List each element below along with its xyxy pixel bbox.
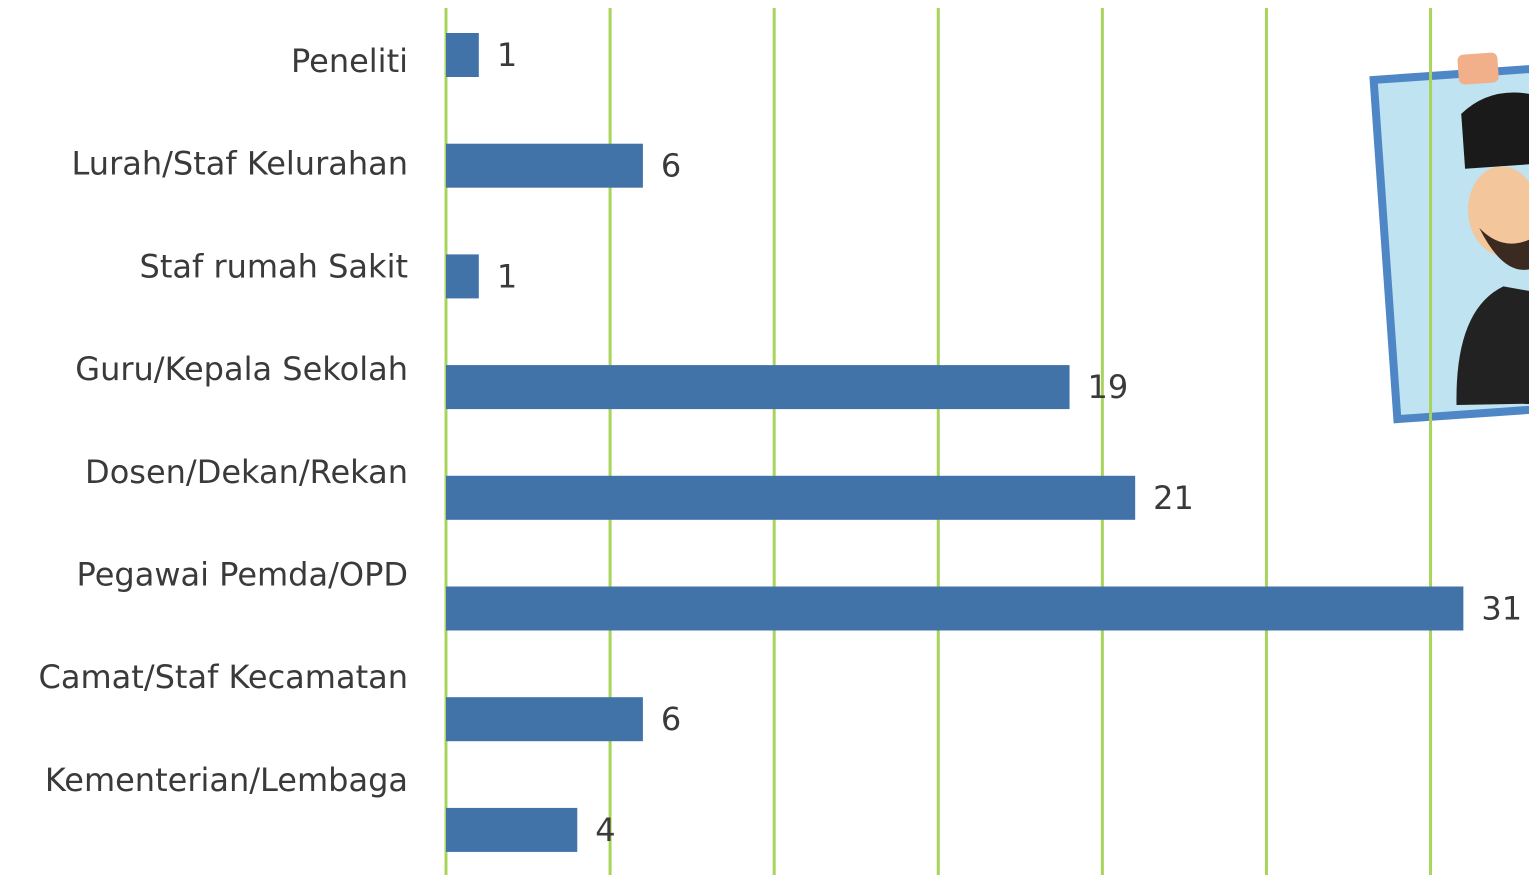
y-tick-label: Dosen/Dekan/Rekan (85, 453, 408, 491)
value-label: 6 (661, 700, 681, 738)
bar (446, 365, 1070, 410)
bar (446, 697, 643, 742)
y-tick-label: Guru/Kepala Sekolah (75, 350, 408, 388)
y-tick-label: Peneliti (291, 42, 408, 80)
y-tick-label: Kementerian/Lembaga (45, 761, 408, 799)
value-label: 6 (661, 147, 681, 185)
value-label: 1 (497, 36, 517, 74)
bar (446, 254, 479, 299)
y-tick-label: Camat/Staf Kecamatan (39, 658, 408, 696)
illustration (1369, 52, 1529, 424)
bar (446, 586, 1464, 631)
value-label: 4 (595, 811, 615, 849)
value-label: 21 (1153, 479, 1194, 517)
y-tick-label: Pegawai Pemda/OPD (77, 556, 408, 594)
value-label: 1 (497, 257, 517, 295)
y-tick-label: Lurah/Staf Kelurahan (72, 145, 408, 183)
bar (446, 143, 643, 188)
value-label: 19 (1088, 368, 1129, 406)
bar (446, 33, 479, 77)
bar (446, 807, 578, 852)
y-tick-label: Staf rumah Sakit (140, 247, 408, 285)
bar (446, 475, 1136, 520)
value-label: 31 (1481, 590, 1522, 628)
